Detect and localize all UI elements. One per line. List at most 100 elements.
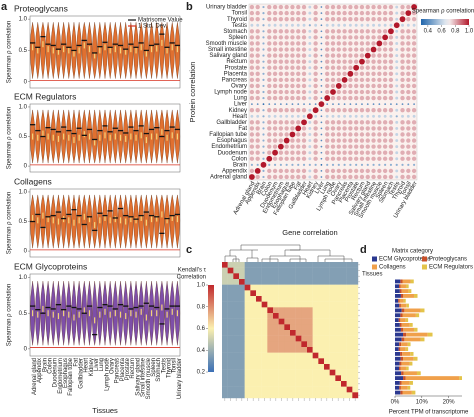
correlation-dot <box>354 10 359 16</box>
heat-cell <box>324 318 330 325</box>
median-box <box>166 217 168 224</box>
heat-cell <box>239 262 245 268</box>
bar-segment <box>395 327 401 332</box>
heat-cell <box>312 267 319 274</box>
heat-cell <box>312 352 319 359</box>
correlation-dot <box>278 35 284 40</box>
correlation-dot <box>406 108 411 113</box>
heat-cell <box>278 386 285 393</box>
median-box <box>83 42 85 49</box>
median-box <box>171 308 173 315</box>
x-tick-label: Prostate <box>125 357 131 380</box>
heat-cell <box>295 364 302 370</box>
heat-cell <box>301 290 308 297</box>
heat-cell <box>284 364 291 370</box>
median-box <box>145 137 147 144</box>
violin <box>159 281 165 346</box>
heat-cell <box>284 267 291 274</box>
heat-cell <box>227 381 234 387</box>
heat-cell <box>312 313 319 319</box>
bar-segment <box>405 376 460 380</box>
correlation-dot <box>320 36 323 39</box>
correlation-dot <box>348 35 353 40</box>
heat-cell <box>278 307 285 314</box>
correlation-dot <box>382 168 388 174</box>
correlation-dot <box>348 108 353 113</box>
median-box <box>99 311 101 318</box>
correlation-dot <box>301 77 307 83</box>
heat-cell <box>318 284 325 291</box>
correlation-dot <box>411 144 417 149</box>
correlation-dot <box>249 174 255 180</box>
correlation-dot <box>332 103 334 106</box>
x-tick-label: 0% <box>391 400 400 406</box>
correlation-dot <box>272 132 278 137</box>
correlation-dot <box>343 163 346 166</box>
bar-segment <box>395 371 402 376</box>
correlation-dot <box>290 150 295 155</box>
correlation-dot <box>330 150 336 155</box>
x-tick-label: Stomach <box>156 358 162 382</box>
violin <box>169 22 175 79</box>
heat-cell <box>341 341 347 348</box>
colorbar-title: Correlation <box>177 275 206 281</box>
correlation-dot <box>401 103 404 106</box>
median-box <box>68 311 70 318</box>
bar-segment <box>403 327 415 332</box>
heat-cell <box>307 324 313 331</box>
correlation-dot <box>372 114 375 118</box>
median-box <box>88 310 91 317</box>
correlation-dot <box>278 41 284 46</box>
heat-cell <box>227 330 234 336</box>
heat-cell <box>256 324 262 331</box>
correlation-dot <box>336 29 341 34</box>
correlation-dot <box>308 42 312 45</box>
heat-cell <box>352 262 359 268</box>
median-box <box>114 310 116 317</box>
correlation-dot <box>347 70 354 77</box>
correlation-dot <box>400 71 405 76</box>
heat-cell <box>273 369 279 376</box>
correlation-dot <box>406 71 411 76</box>
median-box <box>135 134 137 141</box>
median-box <box>57 218 60 225</box>
heat-cell <box>250 262 257 268</box>
correlation-dot <box>335 83 342 89</box>
correlation-dot <box>365 108 370 113</box>
violin <box>92 22 98 79</box>
heat-cell <box>335 369 342 376</box>
bar-segment <box>399 342 402 347</box>
heat-cell <box>244 273 251 280</box>
correlation-dot <box>330 41 336 46</box>
heat-cell <box>329 392 336 399</box>
heat-cell <box>250 290 257 297</box>
correlation-dot <box>355 103 358 106</box>
correlation-dot <box>325 77 330 83</box>
correlation-dot <box>406 120 411 125</box>
correlation-dot <box>256 23 260 27</box>
correlation-dot <box>308 84 312 88</box>
heat-cell <box>295 307 302 314</box>
correlation-dot <box>267 138 272 143</box>
correlation-dot <box>406 4 411 10</box>
correlation-dot <box>301 174 307 180</box>
violin <box>71 109 77 164</box>
correlation-dot <box>320 133 323 136</box>
heat-cell <box>261 273 268 280</box>
bar-segment <box>395 298 399 303</box>
heat-cell <box>222 296 228 302</box>
correlation-dot <box>301 65 307 70</box>
median-box <box>94 52 96 59</box>
correlation-dot <box>313 53 318 58</box>
correlation-dot <box>320 145 323 148</box>
heat-cell <box>312 324 319 331</box>
correlation-dot <box>348 138 353 143</box>
x-tick-label: Smooth muscle <box>146 357 152 399</box>
correlation-dot <box>342 132 347 137</box>
correlation-dot <box>336 65 341 70</box>
heat-cell <box>244 375 251 382</box>
heat-cell <box>278 284 285 291</box>
heat-cell <box>256 335 262 342</box>
correlation-dot <box>284 132 289 137</box>
correlation-dot <box>395 11 399 15</box>
